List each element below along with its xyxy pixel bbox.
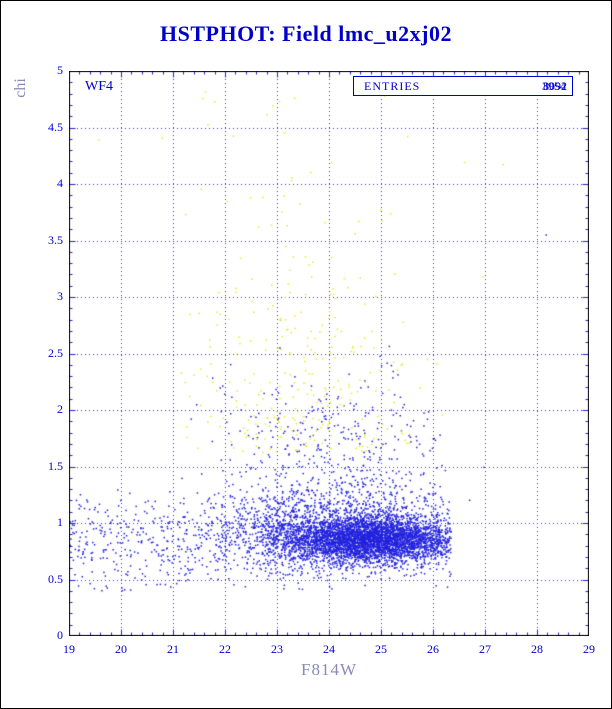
entries-value-2: 3954 (542, 79, 566, 93)
y-tick-label: 1 (57, 515, 63, 529)
x-tick-label: 19 (63, 642, 75, 656)
x-tick-label: 23 (271, 642, 283, 656)
detector-label: WF4 (85, 79, 113, 94)
entries-value-1: 8092 (543, 79, 567, 93)
plot-area (69, 71, 589, 636)
y-tick-label: 1.5 (48, 458, 63, 473)
entries-values: 8092 3954 (502, 77, 572, 95)
x-tick-label: 21 (167, 642, 179, 656)
x-tick-label: 28 (531, 642, 543, 656)
entries-label: ENTRIES (364, 78, 421, 93)
x-tick-label: 25 (375, 642, 387, 656)
y-tick-label: 0 (57, 628, 63, 642)
x-tick-label: 27 (479, 642, 491, 656)
x-tick-label: 24 (323, 642, 335, 656)
y-tick-label: 5 (57, 63, 63, 77)
y-tick-label: 3 (57, 289, 63, 303)
x-axis-title: F814W (301, 660, 357, 679)
y-axis-title: chi (12, 78, 29, 98)
scatter-canvas (69, 71, 589, 636)
y-tick-label: 0.5 (48, 571, 63, 586)
y-tick-label: 4 (57, 176, 63, 190)
chart-title: HSTPHOT: Field lmc_u2xj02 (160, 21, 452, 46)
x-tick-label: 29 (583, 642, 595, 656)
x-tick-label: 20 (115, 642, 127, 656)
y-tick-label: 2 (57, 402, 63, 416)
x-tick-label: 22 (219, 642, 231, 656)
y-tick-label: 3.5 (48, 232, 63, 247)
y-tick-label: 2.5 (48, 345, 63, 360)
y-tick-label: 4.5 (48, 119, 63, 134)
x-tick-label: 26 (427, 642, 439, 656)
entries-box: ENTRIES 8092 3954 (353, 76, 573, 96)
